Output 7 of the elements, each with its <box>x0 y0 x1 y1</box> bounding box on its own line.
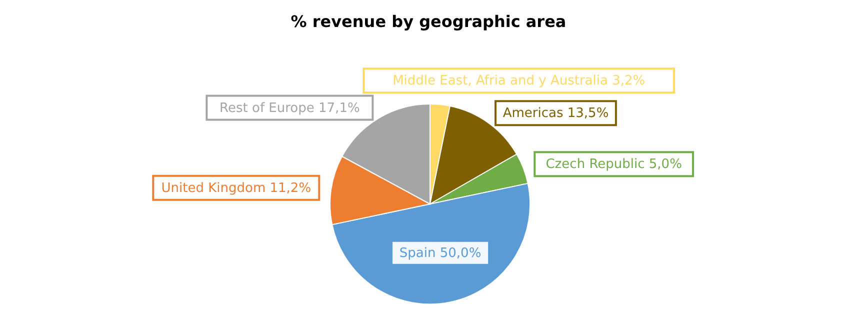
slice-label: Czech Republic 5,0% <box>546 157 682 172</box>
slice-label: Spain 50,0% <box>399 246 482 261</box>
chart-title: % revenue by geographic area <box>290 12 566 31</box>
slice-label: Rest of Europe 17,1% <box>220 100 360 116</box>
slice-label: United Kingdom 11,2% <box>161 180 312 196</box>
slice-label: Americas 13,5% <box>502 106 609 122</box>
slice-label: Middle East, Afria and y Australia 3,2% <box>392 74 646 89</box>
